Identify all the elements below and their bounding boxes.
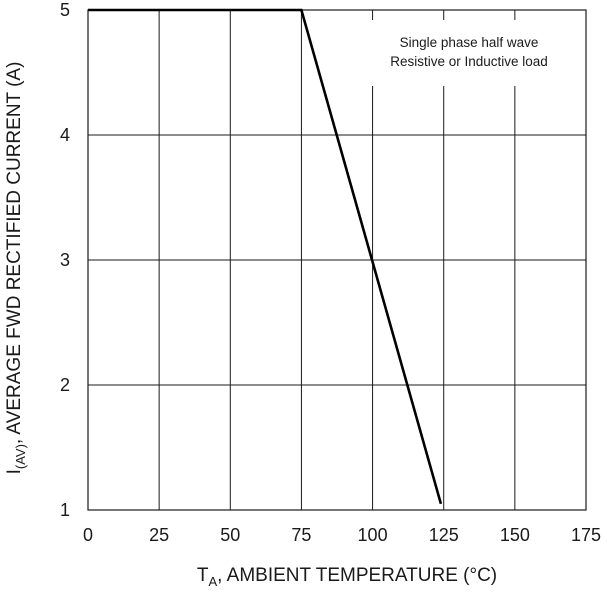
y-tick-labels: 1 2 3 4 5 bbox=[60, 0, 70, 520]
x-axis-title-rest: , AMBIENT TEMPERATURE (°C) bbox=[217, 565, 497, 586]
x-axis-title: TA, AMBIENT TEMPERATURE (°C) bbox=[197, 565, 497, 589]
annotation-background bbox=[350, 20, 580, 86]
y-tick-label: 4 bbox=[60, 125, 70, 145]
x-tick-label: 50 bbox=[220, 525, 240, 545]
x-tick-label: 175 bbox=[571, 525, 601, 545]
x-tick-label: 150 bbox=[500, 525, 530, 545]
annotation-line: Single phase half wave bbox=[400, 35, 539, 50]
y-tick-label: 3 bbox=[60, 250, 70, 270]
y-axis-title-rest: , AVERAGE FWD RECTIFIED CURRENT (A) bbox=[4, 62, 25, 445]
y-tick-label: 2 bbox=[60, 375, 70, 395]
x-tick-label: 75 bbox=[291, 525, 311, 545]
x-axis-title-subscript: A bbox=[208, 574, 217, 589]
y-tick-label: 1 bbox=[60, 500, 70, 520]
annotation-line: Resistive or Inductive load bbox=[390, 54, 548, 69]
y-axis-title-main: I bbox=[4, 469, 25, 474]
annotation-background-rect bbox=[350, 20, 580, 86]
derating-curve bbox=[88, 8, 443, 505]
x-tick-label: 125 bbox=[429, 525, 459, 545]
series-layer bbox=[88, 8, 443, 505]
y-axis-title: I(AV), AVERAGE FWD RECTIFIED CURRENT (A) bbox=[4, 62, 28, 475]
plot-frame bbox=[87, 9, 587, 511]
x-tick-label: 0 bbox=[83, 525, 93, 545]
annotation-box: Single phase half wave Resistive or Induc… bbox=[390, 35, 548, 69]
x-axis-title-main: T bbox=[197, 565, 209, 586]
y-axis-title-subscript: (AV) bbox=[13, 444, 28, 469]
x-tick-label: 25 bbox=[149, 525, 169, 545]
x-tick-label: 100 bbox=[358, 525, 388, 545]
y-tick-label: 5 bbox=[60, 0, 70, 20]
x-tick-labels: 0 25 50 75 100 125 150 175 bbox=[83, 525, 601, 545]
